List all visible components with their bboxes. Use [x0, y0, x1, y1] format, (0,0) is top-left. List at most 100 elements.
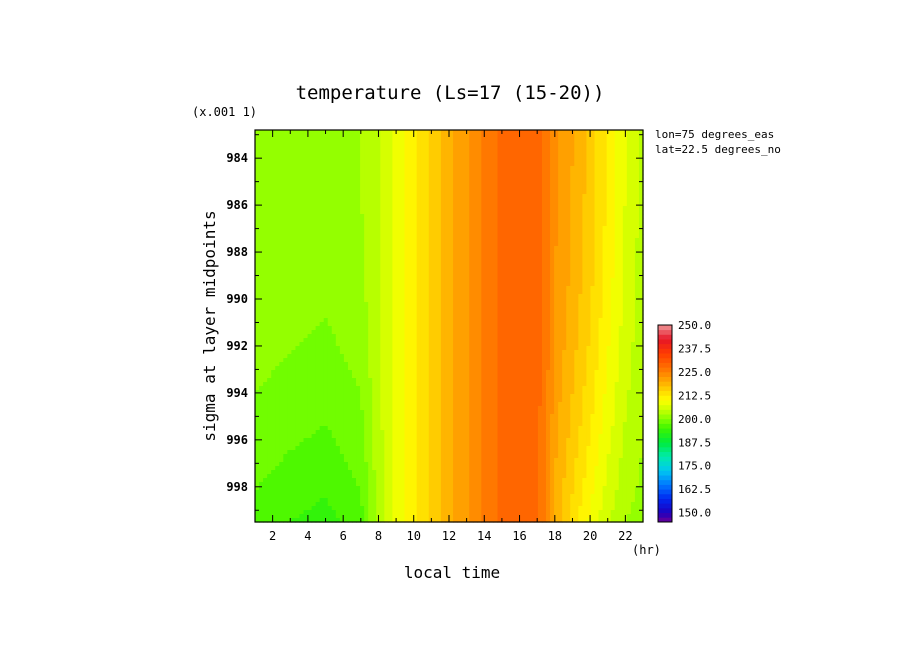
- field-cell: [388, 142, 394, 147]
- field-cell: [618, 266, 624, 271]
- field-cell: [416, 318, 422, 323]
- field-cell: [473, 270, 478, 275]
- field-cell: [319, 202, 325, 207]
- field-cell: [638, 198, 644, 203]
- field-cell: [509, 258, 515, 263]
- field-cell: [586, 162, 592, 167]
- field-cell: [558, 278, 563, 283]
- field-cell: [602, 234, 608, 239]
- field-cell: [602, 166, 608, 171]
- field-cell: [311, 178, 317, 183]
- field-cell: [263, 178, 268, 183]
- field-cell: [521, 238, 527, 243]
- field-cell: [267, 170, 272, 175]
- field-cell: [255, 138, 260, 143]
- field-cell: [279, 286, 284, 291]
- field-cell: [614, 226, 620, 231]
- field-cell: [339, 154, 345, 159]
- field-cell: [554, 274, 559, 279]
- field-cell: [339, 198, 345, 203]
- field-cell: [546, 142, 551, 147]
- field-cell: [327, 134, 333, 139]
- field-cell: [602, 202, 608, 207]
- field-cell: [618, 198, 624, 203]
- field-cell: [626, 282, 632, 287]
- field-cell: [537, 150, 543, 155]
- field-cell: [634, 254, 640, 259]
- field-cell: [473, 242, 478, 247]
- field-cell: [477, 302, 482, 307]
- field-cell: [614, 206, 620, 211]
- field-cell: [501, 186, 507, 191]
- field-cell: [614, 242, 620, 247]
- field-cell: [517, 286, 523, 291]
- field-cell: [550, 330, 555, 335]
- field-cell: [420, 226, 426, 231]
- field-cell: [525, 234, 531, 239]
- field-cell: [432, 170, 438, 175]
- field-cell: [481, 162, 486, 167]
- field-cell: [537, 234, 543, 239]
- field-cell: [356, 270, 361, 275]
- field-cell: [392, 222, 398, 227]
- field-cell: [436, 278, 442, 283]
- field-cell: [574, 210, 579, 215]
- field-cell: [525, 334, 531, 339]
- field-cell: [638, 258, 644, 263]
- field-cell: [376, 190, 381, 195]
- field-cell: [541, 246, 547, 251]
- field-cell: [271, 266, 276, 271]
- field-cell: [566, 310, 571, 315]
- field-cell: [546, 130, 551, 135]
- field-cell: [347, 238, 353, 243]
- field-cell: [489, 158, 495, 163]
- field-cell: [626, 310, 632, 315]
- field-cell: [255, 134, 260, 139]
- field-cell: [554, 258, 559, 263]
- field-cell: [432, 250, 438, 255]
- field-cell: [638, 298, 644, 303]
- field-cell: [331, 130, 337, 135]
- field-cell: [602, 306, 608, 311]
- field-cell: [481, 262, 486, 267]
- field-cell: [501, 174, 507, 179]
- field-cell: [602, 238, 608, 243]
- field-cell: [420, 250, 426, 255]
- field-cell: [582, 250, 588, 255]
- field-cell: [295, 222, 301, 227]
- field-cell: [343, 238, 349, 243]
- field-cell: [275, 310, 280, 315]
- field-cell: [461, 322, 466, 327]
- field-cell: [255, 186, 260, 191]
- field-cell: [578, 258, 583, 263]
- field-cell: [400, 290, 406, 295]
- field-cell: [586, 158, 592, 163]
- field-cell: [505, 174, 511, 179]
- field-cell: [404, 306, 410, 311]
- field-cell: [602, 134, 608, 139]
- field-cell: [521, 178, 527, 183]
- field-cell: [634, 314, 640, 319]
- field-cell: [291, 250, 297, 255]
- field-cell: [481, 138, 486, 143]
- field-cell: [517, 142, 523, 147]
- field-cell: [493, 166, 499, 171]
- field-cell: [505, 182, 511, 187]
- field-cell: [291, 334, 297, 339]
- field-cell: [481, 218, 486, 223]
- field-cell: [546, 190, 551, 195]
- field-cell: [461, 206, 466, 211]
- field-cell: [533, 258, 539, 263]
- field-cell: [566, 318, 571, 323]
- field-cell: [356, 282, 361, 287]
- field-cell: [352, 266, 357, 271]
- field-cell: [315, 162, 321, 167]
- field-cell: [457, 138, 462, 143]
- field-cell: [550, 206, 555, 211]
- field-cell: [307, 234, 313, 239]
- field-cell: [299, 182, 305, 187]
- field-cell: [529, 162, 535, 167]
- field-cell: [638, 162, 644, 167]
- field-cell: [469, 186, 474, 191]
- field-cell: [469, 182, 474, 187]
